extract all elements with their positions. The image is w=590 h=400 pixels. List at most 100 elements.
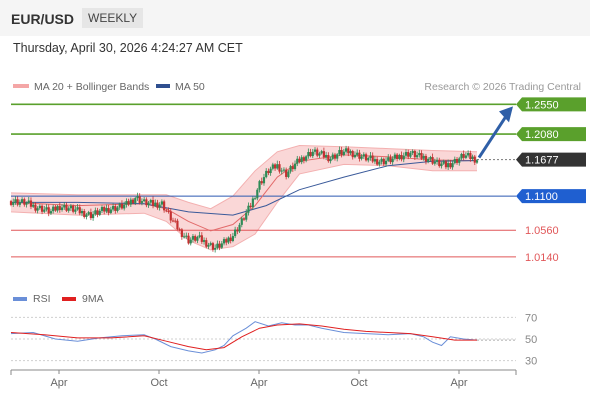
candle-body [171,220,175,222]
candle-body [435,160,439,162]
candle-body [462,153,465,158]
candle-body [109,209,112,213]
candle-body [364,154,368,161]
candle-body [85,214,88,217]
candle-body [138,196,141,203]
projection-arrowhead [499,106,513,123]
level-tag: 1.2550 [516,97,586,112]
rsi-panel: 70 50 30 [10,312,537,368]
level-label: 1.2080 [525,129,559,141]
level-tag-box [516,97,586,112]
candle-body [12,202,15,205]
candle-body [56,206,59,211]
candle-body [218,243,221,248]
candle-body [134,198,137,204]
candle-body [249,205,252,208]
candle-body [467,153,470,156]
candle-body [320,151,323,154]
level-label: 1.1100 [525,191,558,203]
rsi-tick-label: 30 [525,356,537,368]
candle-body [58,206,61,210]
candle-body [258,181,261,190]
candle-body [116,207,119,211]
candle-body [265,170,268,178]
candle-body [220,243,223,248]
candle-body [63,204,66,208]
timeframe-badge[interactable]: WEEKLY [82,8,144,28]
time-axis-label: Oct [350,377,367,389]
candle-body [158,204,161,208]
time-axis-label: Oct [150,377,167,389]
candle-body [92,214,95,219]
candle-body [225,239,228,243]
candle-body [322,151,325,158]
candle-body [418,153,421,156]
candle-body [429,157,432,159]
candle-body [214,247,217,250]
candle-body [473,156,476,163]
candle-body [285,169,288,177]
candle-body [32,204,35,207]
candle-body [169,211,172,221]
candle-body [216,243,219,248]
candle-body [27,200,30,203]
candle-body [156,202,159,208]
candle-body [123,204,126,209]
candle-body [103,207,106,212]
candle-body [347,148,350,154]
candle-body [78,207,81,214]
rsi-line [10,321,478,354]
level-tag-box [516,189,586,204]
candle-body [140,201,144,203]
candle-body [76,207,79,210]
candle-body [23,199,26,205]
candle-body [247,205,250,213]
candle-body [309,152,312,157]
candle-body [20,199,24,202]
candle-body [227,237,230,243]
candle-body [253,198,257,200]
candle-body [145,199,148,206]
candle-body [325,155,328,158]
candle-body [185,235,188,237]
credit-text: Research © 2026 Trading Central [424,81,581,93]
candle-body [447,163,450,168]
candle-body [52,206,55,212]
candle-body [469,153,472,159]
candle-body [18,201,21,205]
candle-body [236,229,239,232]
candle-body [9,201,13,205]
candle-body [65,204,68,211]
rsi-ma-line [10,323,477,351]
candle-body [136,196,139,199]
candle-body [371,155,374,162]
candle-body [245,212,248,220]
candle-body [222,239,226,244]
candle-body [409,153,412,157]
candle-body [202,240,206,242]
candle-body [89,212,92,219]
candle-body [318,153,321,156]
candle-body [391,158,394,163]
candle-body [87,212,90,215]
candle-body [49,211,53,214]
candle-body [14,199,17,203]
candle-body [280,170,283,172]
projection-arrow [477,115,508,159]
candle-body [411,150,414,154]
candle-body [147,202,150,206]
candle-body [331,154,334,159]
candle-body [238,224,241,232]
candle-body [273,164,277,169]
candle-body [129,199,132,205]
candle-body [422,155,425,159]
bollinger-band [11,145,477,250]
candle-body [125,201,128,205]
candle-body [356,152,359,155]
candle-body [231,236,235,241]
candle-body [451,163,454,168]
candle-body [278,164,281,172]
timestamp: Thursday, April 30, 2026 4:24:27 AM CET [13,41,243,55]
time-axis-label: Apr [50,377,67,389]
